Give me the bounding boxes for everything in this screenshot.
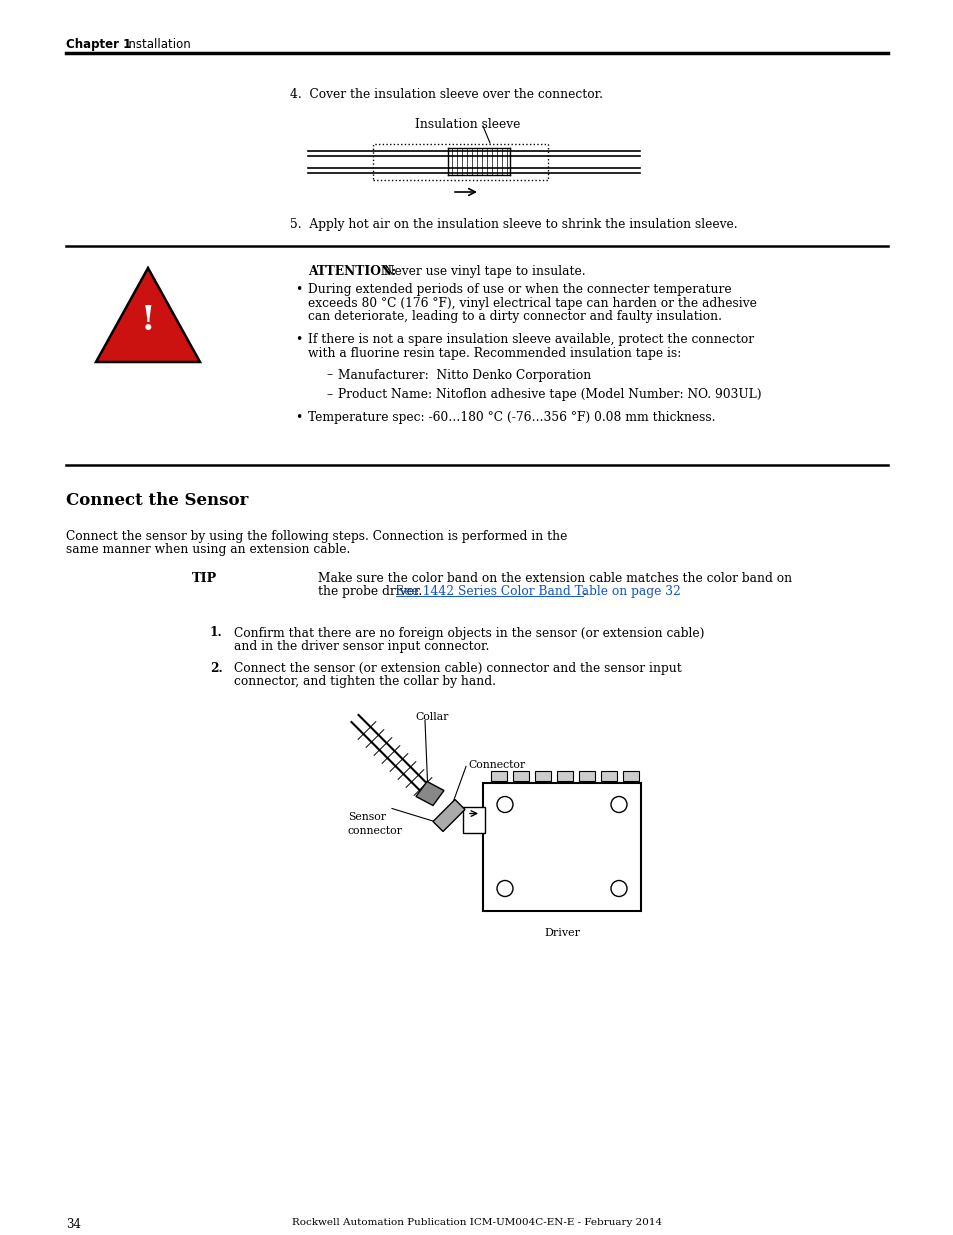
Text: 5.  Apply hot air on the insulation sleeve to shrink the insulation sleeve.: 5. Apply hot air on the insulation sleev… bbox=[290, 219, 737, 231]
Text: •: • bbox=[294, 411, 302, 425]
Bar bbox=[600, 771, 617, 781]
Text: Confirm that there are no foreign objects in the sensor (or extension cable): Confirm that there are no foreign object… bbox=[233, 626, 703, 640]
Bar bbox=[482, 783, 640, 910]
Polygon shape bbox=[433, 799, 464, 831]
Text: Rockwell Automation Publication ICM-UM004C-EN-E - February 2014: Rockwell Automation Publication ICM-UM00… bbox=[292, 1218, 661, 1228]
Text: –: – bbox=[326, 368, 332, 382]
Text: •: • bbox=[294, 283, 302, 296]
Text: Product Name: Nitoflon adhesive tape (Model Number: NO. 903UL): Product Name: Nitoflon adhesive tape (Mo… bbox=[337, 388, 760, 401]
Text: .: . bbox=[582, 585, 587, 598]
Text: Collar: Collar bbox=[415, 713, 448, 722]
Text: connector, and tighten the collar by hand.: connector, and tighten the collar by han… bbox=[233, 676, 496, 688]
Bar bbox=[622, 771, 639, 781]
Text: Driver: Driver bbox=[543, 929, 579, 939]
Polygon shape bbox=[96, 268, 200, 362]
Text: Chapter 1: Chapter 1 bbox=[66, 38, 132, 51]
Text: Temperature spec: -60…180 °C (-76…356 °F) 0.08 mm thickness.: Temperature spec: -60…180 °C (-76…356 °F… bbox=[308, 411, 715, 425]
Bar bbox=[557, 771, 573, 781]
Text: 4.  Cover the insulation sleeve over the connector.: 4. Cover the insulation sleeve over the … bbox=[290, 88, 602, 101]
Polygon shape bbox=[416, 782, 443, 805]
Text: the probe driver.: the probe driver. bbox=[317, 585, 426, 598]
Text: 2.: 2. bbox=[210, 662, 222, 676]
Text: ATTENTION:: ATTENTION: bbox=[308, 266, 395, 278]
Text: exceeds 80 °C (176 °F), vinyl electrical tape can harden or the adhesive: exceeds 80 °C (176 °F), vinyl electrical… bbox=[308, 296, 756, 310]
Text: Make sure the color band on the extension cable matches the color band on: Make sure the color band on the extensio… bbox=[317, 572, 791, 584]
Bar bbox=[462, 806, 484, 832]
Text: Connect the Sensor: Connect the Sensor bbox=[66, 492, 248, 509]
Bar bbox=[373, 144, 547, 180]
Text: 1.: 1. bbox=[210, 626, 222, 640]
Bar bbox=[535, 771, 551, 781]
Text: and in the driver sensor input connector.: and in the driver sensor input connector… bbox=[233, 640, 489, 653]
Text: Never use vinyl tape to insulate.: Never use vinyl tape to insulate. bbox=[379, 266, 585, 278]
Text: Insulation sleeve: Insulation sleeve bbox=[415, 119, 520, 131]
Text: Connector: Connector bbox=[468, 761, 524, 771]
Text: Manufacturer:  Nitto Denko Corporation: Manufacturer: Nitto Denko Corporation bbox=[337, 368, 591, 382]
Text: 34: 34 bbox=[66, 1218, 81, 1231]
Text: TIP: TIP bbox=[192, 572, 217, 584]
Text: See 1442 Series Color Band Table on page 32: See 1442 Series Color Band Table on page… bbox=[395, 585, 680, 598]
Text: During extended periods of use or when the connecter temperature: During extended periods of use or when t… bbox=[308, 283, 731, 296]
Text: Connect the sensor by using the following steps. Connection is performed in the: Connect the sensor by using the followin… bbox=[66, 530, 567, 543]
Text: same manner when using an extension cable.: same manner when using an extension cabl… bbox=[66, 543, 350, 557]
Text: Installation: Installation bbox=[126, 38, 192, 51]
Bar bbox=[578, 771, 595, 781]
Text: •: • bbox=[294, 333, 302, 347]
Text: If there is not a spare insulation sleeve available, protect the connector: If there is not a spare insulation sleev… bbox=[308, 333, 753, 347]
Text: with a fluorine resin tape. Recommended insulation tape is:: with a fluorine resin tape. Recommended … bbox=[308, 347, 680, 359]
Bar bbox=[491, 771, 506, 781]
Text: can deteriorate, leading to a dirty connector and faulty insulation.: can deteriorate, leading to a dirty conn… bbox=[308, 310, 721, 324]
Bar bbox=[513, 771, 529, 781]
Text: Sensor
connector: Sensor connector bbox=[348, 813, 402, 836]
Text: !: ! bbox=[140, 305, 155, 337]
Text: –: – bbox=[326, 388, 332, 401]
Text: Connect the sensor (or extension cable) connector and the sensor input: Connect the sensor (or extension cable) … bbox=[233, 662, 681, 676]
